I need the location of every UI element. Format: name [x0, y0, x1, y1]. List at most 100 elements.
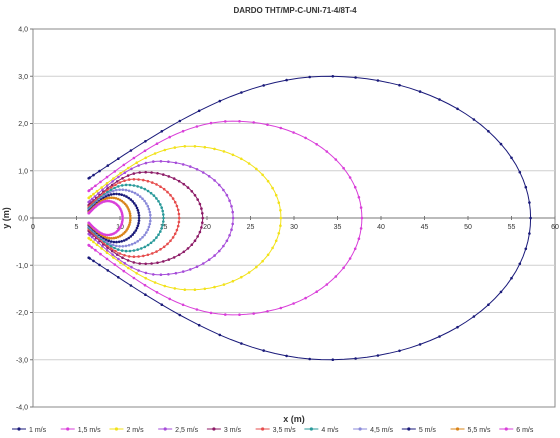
- data-point: [456, 107, 459, 111]
- data-point: [134, 229, 138, 232]
- data-point: [162, 220, 165, 223]
- data-point: [111, 180, 114, 183]
- data-point: [150, 262, 153, 265]
- data-point: [125, 238, 128, 241]
- data-point: [145, 202, 148, 205]
- data-point: [152, 194, 156, 197]
- data-point: [173, 200, 177, 204]
- x-tick-label: 30: [290, 224, 298, 231]
- y-tick-label: -1,0: [16, 263, 28, 270]
- data-point: [137, 214, 141, 217]
- data-point: [152, 273, 155, 276]
- data-point: [90, 187, 93, 190]
- data-point: [240, 91, 243, 94]
- y-axis-label: y (m): [1, 207, 11, 229]
- data-point: [137, 219, 141, 222]
- data-point: [195, 308, 199, 311]
- data-point: [155, 250, 158, 253]
- data-point: [146, 189, 150, 193]
- data-point: [360, 216, 364, 220]
- data-point: [334, 275, 338, 278]
- data-point: [398, 83, 401, 87]
- data-point: [114, 197, 118, 200]
- data-point: [124, 183, 128, 187]
- legend-marker: [261, 427, 265, 431]
- data-point: [146, 204, 150, 208]
- data-point: [181, 270, 185, 273]
- data-point: [117, 157, 120, 160]
- legend-item: 2,5 m/s: [158, 427, 199, 434]
- data-point: [177, 216, 181, 220]
- data-point: [266, 310, 269, 313]
- data-point: [189, 165, 192, 168]
- legend-label: 4,5 m/s: [370, 427, 393, 434]
- data-point: [254, 265, 258, 269]
- data-point: [162, 260, 165, 263]
- data-point: [112, 240, 116, 244]
- data-point: [111, 243, 115, 247]
- data-point: [163, 148, 167, 152]
- data-point: [105, 251, 109, 254]
- data-point: [279, 216, 283, 220]
- data-point: [133, 231, 136, 234]
- data-point: [261, 259, 264, 263]
- data-point: [106, 196, 109, 200]
- data-point: [132, 184, 136, 187]
- data-point: [155, 197, 158, 200]
- data-point: [128, 223, 131, 226]
- data-point: [155, 142, 159, 145]
- legend-marker: [66, 427, 70, 431]
- data-point: [279, 224, 282, 227]
- data-point: [197, 323, 201, 327]
- data-point: [106, 246, 109, 249]
- data-point: [175, 228, 179, 232]
- data-point: [213, 147, 216, 151]
- y-tick-label: 0,0: [18, 216, 28, 223]
- legend-marker: [309, 427, 313, 431]
- data-point: [195, 265, 199, 269]
- data-point: [135, 206, 139, 210]
- data-point: [136, 248, 139, 251]
- data-point: [230, 205, 233, 208]
- data-point: [148, 222, 152, 226]
- data-point: [218, 183, 221, 187]
- data-point: [376, 354, 380, 357]
- data-point: [160, 303, 164, 307]
- data-point: [183, 288, 187, 292]
- data-point: [127, 166, 130, 170]
- data-point: [144, 161, 148, 165]
- data-point: [213, 254, 216, 257]
- data-point: [144, 271, 148, 275]
- data-point: [121, 214, 124, 218]
- data-point: [472, 118, 476, 121]
- data-point: [171, 197, 175, 200]
- series-4: [87, 160, 235, 277]
- data-point: [146, 253, 150, 257]
- data-point: [112, 236, 116, 240]
- data-point: [127, 243, 131, 247]
- data-point: [126, 174, 130, 177]
- data-point: [117, 240, 121, 244]
- data-point: [342, 266, 345, 270]
- data-point: [122, 194, 126, 197]
- legend-label: 3 m/s: [224, 427, 242, 434]
- data-point: [190, 190, 194, 193]
- data-point: [116, 235, 120, 239]
- x-tick-label: 45: [421, 224, 429, 231]
- data-point: [100, 186, 103, 189]
- data-point: [147, 207, 151, 211]
- data-point: [115, 180, 119, 183]
- data-point: [144, 293, 147, 297]
- y-tick-label: 3,0: [18, 74, 28, 81]
- data-point: [129, 235, 133, 238]
- data-point: [112, 192, 116, 196]
- data-point: [89, 194, 93, 198]
- data-point: [105, 184, 109, 187]
- data-point: [207, 175, 211, 178]
- data-point: [353, 247, 357, 251]
- data-point: [152, 239, 156, 242]
- data-point: [155, 291, 159, 294]
- data-point: [110, 237, 113, 240]
- data-point: [151, 252, 154, 255]
- data-point: [181, 129, 185, 133]
